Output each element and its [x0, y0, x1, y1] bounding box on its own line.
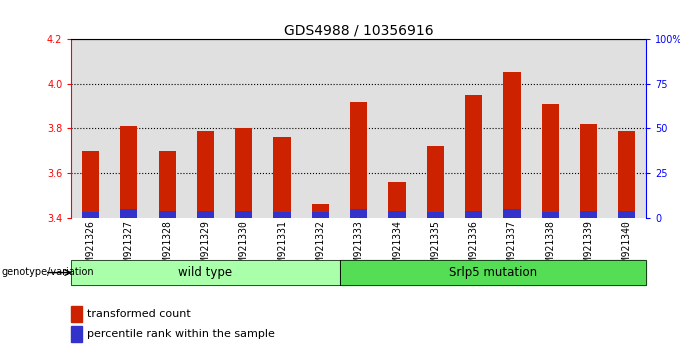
Text: GSM921340: GSM921340 [622, 220, 632, 273]
Text: GSM921338: GSM921338 [545, 220, 556, 273]
Text: GSM921337: GSM921337 [507, 220, 517, 273]
Bar [71, 260, 339, 285]
Text: GSM921327: GSM921327 [124, 220, 134, 273]
Bar [158, 211, 176, 218]
Bar [82, 151, 99, 218]
Bar [388, 182, 406, 218]
Bar [350, 102, 367, 218]
Bar [273, 212, 291, 218]
Text: GSM921326: GSM921326 [86, 220, 96, 273]
Title: GDS4988 / 10356916: GDS4988 / 10356916 [284, 24, 434, 38]
Bar [541, 104, 559, 218]
Bar [503, 209, 521, 218]
Bar [120, 209, 137, 218]
Text: GSM921332: GSM921332 [316, 220, 326, 273]
Bar [158, 151, 176, 218]
Text: transformed count: transformed count [88, 309, 191, 319]
Bar [197, 131, 214, 218]
Bar [197, 211, 214, 218]
Bar [120, 126, 137, 218]
Text: GSM921335: GSM921335 [430, 220, 441, 273]
Bar [71, 326, 82, 342]
Bar [388, 211, 406, 218]
Text: GSM921336: GSM921336 [469, 220, 479, 273]
Bar [235, 129, 252, 218]
Text: GSM921333: GSM921333 [354, 220, 364, 273]
Text: GSM921331: GSM921331 [277, 220, 287, 273]
Text: GSM921330: GSM921330 [239, 220, 249, 273]
Text: GSM921329: GSM921329 [201, 220, 211, 273]
Text: GSM921328: GSM921328 [162, 220, 172, 273]
Bar [71, 260, 339, 285]
Bar [311, 212, 329, 218]
Bar [580, 211, 597, 218]
Bar [426, 146, 444, 218]
Text: wild type: wild type [178, 266, 233, 279]
Bar [465, 211, 482, 218]
Bar [339, 260, 646, 285]
Bar [273, 137, 291, 218]
Bar [339, 260, 646, 285]
Bar [350, 209, 367, 218]
Bar [580, 124, 597, 218]
Bar [618, 131, 636, 218]
Bar [618, 211, 636, 218]
Bar [71, 306, 82, 321]
Bar [541, 212, 559, 218]
Bar [235, 211, 252, 218]
Text: Srlp5 mutation: Srlp5 mutation [449, 266, 537, 279]
Bar [465, 95, 482, 218]
Text: GSM921334: GSM921334 [392, 220, 402, 273]
Bar [503, 73, 521, 218]
Bar [82, 212, 99, 218]
Text: percentile rank within the sample: percentile rank within the sample [88, 330, 275, 339]
Text: genotype/variation: genotype/variation [1, 267, 94, 277]
Bar [311, 204, 329, 218]
Text: GSM921339: GSM921339 [583, 220, 594, 273]
Bar [426, 212, 444, 218]
